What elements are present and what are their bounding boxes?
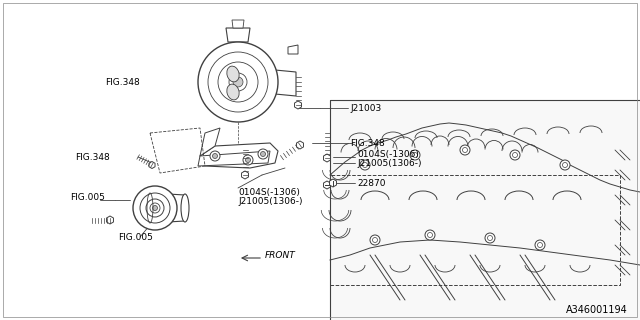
Polygon shape <box>200 143 278 168</box>
Polygon shape <box>241 171 248 179</box>
Text: 22870: 22870 <box>357 179 385 188</box>
Text: J21003: J21003 <box>350 103 381 113</box>
Circle shape <box>198 42 278 122</box>
Text: FRONT: FRONT <box>265 251 296 260</box>
Text: A346001194: A346001194 <box>566 305 628 315</box>
Polygon shape <box>106 216 113 224</box>
Circle shape <box>152 205 157 211</box>
Polygon shape <box>149 162 155 169</box>
Polygon shape <box>288 45 298 54</box>
Text: 0104S(-1306): 0104S(-1306) <box>357 149 419 158</box>
Text: FIG.005: FIG.005 <box>118 234 153 243</box>
Ellipse shape <box>227 84 239 100</box>
Polygon shape <box>330 100 640 320</box>
Circle shape <box>425 230 435 240</box>
Circle shape <box>485 233 495 243</box>
Circle shape <box>360 160 370 170</box>
Circle shape <box>410 150 420 160</box>
Circle shape <box>460 145 470 155</box>
Circle shape <box>133 186 177 230</box>
Circle shape <box>560 160 570 170</box>
Text: 0104S(-1306): 0104S(-1306) <box>238 188 300 197</box>
Circle shape <box>535 240 545 250</box>
Circle shape <box>212 154 218 158</box>
Polygon shape <box>200 128 220 156</box>
Ellipse shape <box>181 194 189 222</box>
Text: FIG.348: FIG.348 <box>350 139 385 148</box>
Text: J21005(1306-): J21005(1306-) <box>357 158 422 167</box>
Text: FIG.348: FIG.348 <box>105 77 140 86</box>
Polygon shape <box>324 154 330 162</box>
Circle shape <box>370 235 380 245</box>
Bar <box>330 175 620 285</box>
Text: FIG.005: FIG.005 <box>70 193 105 202</box>
Text: J21005(1306-): J21005(1306-) <box>238 196 303 205</box>
Polygon shape <box>294 101 301 109</box>
Polygon shape <box>226 28 250 42</box>
Circle shape <box>260 151 266 156</box>
Polygon shape <box>232 20 244 28</box>
Circle shape <box>210 151 220 161</box>
Polygon shape <box>330 179 337 187</box>
Polygon shape <box>324 181 330 189</box>
Ellipse shape <box>227 66 239 82</box>
Polygon shape <box>296 141 303 149</box>
Circle shape <box>246 157 250 163</box>
Polygon shape <box>198 151 270 166</box>
Polygon shape <box>275 70 296 96</box>
Circle shape <box>233 77 243 87</box>
Circle shape <box>258 149 268 159</box>
Circle shape <box>510 150 520 160</box>
Text: FIG.348: FIG.348 <box>75 153 109 162</box>
Circle shape <box>146 199 164 217</box>
Polygon shape <box>150 193 185 223</box>
Circle shape <box>243 155 253 165</box>
